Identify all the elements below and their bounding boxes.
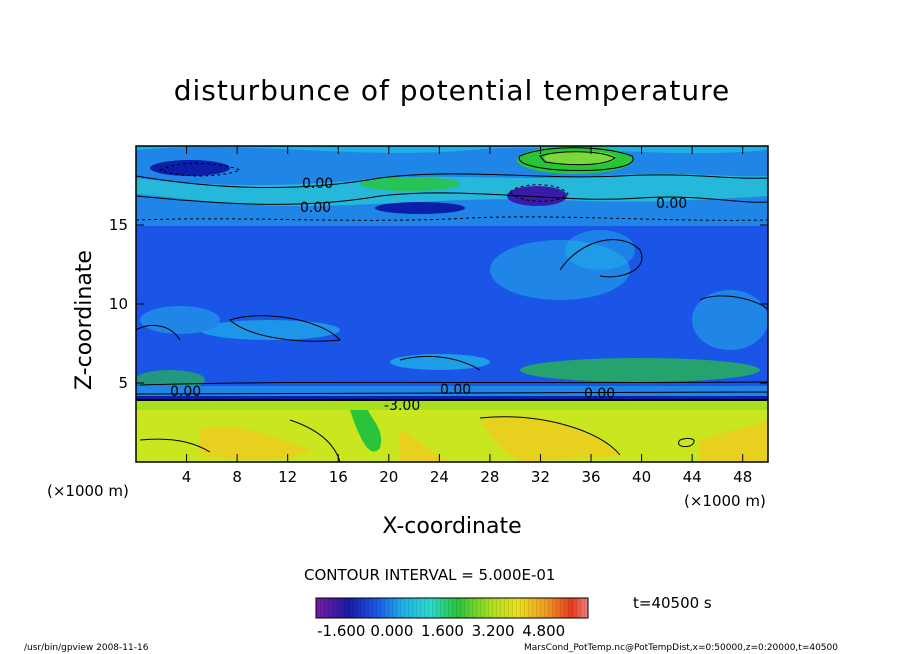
x-axis-ticks: [186, 146, 744, 462]
chart-title: disturbunce of potential temperature: [173, 74, 731, 107]
x-tick-label: 20: [379, 468, 399, 486]
x-tick-label: 48: [733, 468, 753, 486]
y-axis-label: Z-coordinate: [72, 250, 97, 390]
x-axis-unit-right: (×1000 m): [684, 492, 766, 510]
x-tick-label: 12: [278, 468, 298, 486]
x-tick-label: 32: [530, 468, 551, 486]
y-tick-label: 10: [108, 295, 128, 313]
x-tick-label: 36: [581, 468, 601, 486]
footer-left: /usr/bin/gpview 2008-11-16: [24, 643, 149, 653]
x-tick-label: 4: [181, 468, 192, 486]
x-tick-label: 44: [682, 468, 702, 486]
contour-label: 0.00: [440, 382, 471, 398]
x-tick-label: 28: [480, 468, 500, 486]
contour-lines: [135, 147, 769, 463]
contour-label: 0.00: [300, 200, 331, 216]
contour-label: -3.00: [384, 398, 420, 414]
contour-label: 0.00: [656, 196, 687, 212]
x-tick-label: 40: [632, 468, 652, 486]
x-tick-label: 8: [232, 468, 242, 486]
colorbar-tick-label: 1.600: [421, 622, 464, 640]
contour-label: 0.00: [584, 386, 615, 402]
contour-interval-label: CONTOUR INTERVAL = 5.000E-01: [304, 566, 556, 584]
colorbar-tick-label: 0.000: [370, 622, 414, 640]
y-axis-ticks: [136, 224, 768, 384]
x-tick-label: 16: [328, 468, 348, 486]
colorbar-tick-label: 4.800: [522, 622, 566, 640]
contour-label: 0.00: [302, 176, 333, 192]
colorbar: [315, 597, 589, 619]
contour-label: 0.00: [170, 384, 201, 400]
y-tick-label: 15: [108, 216, 128, 234]
x-axis-label: X-coordinate: [382, 514, 522, 539]
x-axis-unit-left: (×1000 m): [47, 482, 129, 500]
x-tick-label: 24: [429, 468, 449, 486]
time-label: t=40500 s: [633, 594, 712, 612]
contour-labels: 0.00 0.00 0.00 -3.00 0.00 0.00 0.00: [170, 176, 687, 414]
footer-right: MarsCond_PotTemp.nc@PotTempDist,x=0:5000…: [524, 643, 838, 653]
heatmap-field: [135, 146, 768, 462]
y-tick-label: 5: [118, 374, 128, 392]
colorbar-tick-label: 3.200: [471, 622, 515, 640]
colorbar-tick-label: -1.600: [317, 622, 366, 640]
